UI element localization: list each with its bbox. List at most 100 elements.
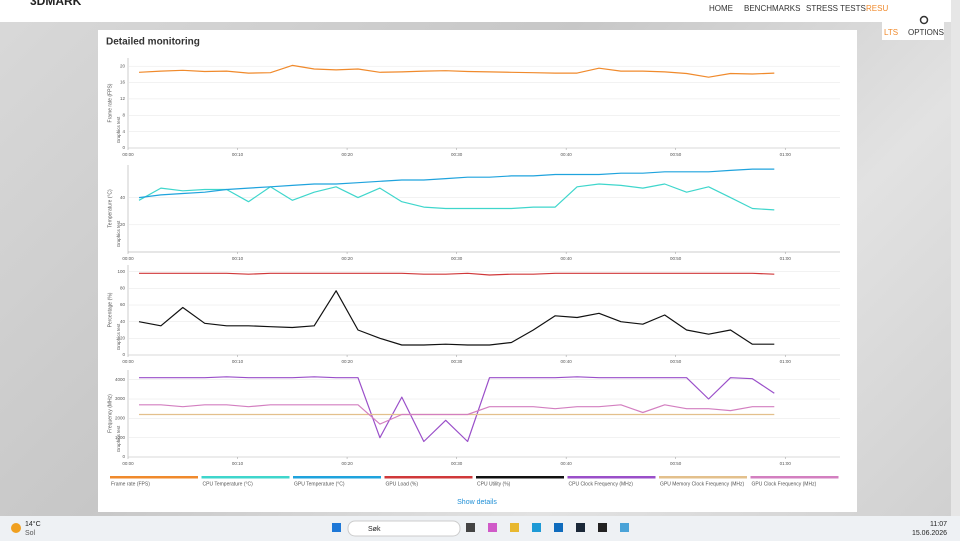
legend-label: CPU Temperature (°C)	[203, 481, 254, 487]
nav-benchmarks[interactable]: BENCHMARKS	[744, 4, 800, 13]
x-tick-label: 01:00	[780, 256, 792, 261]
app-icon[interactable]	[488, 523, 497, 532]
series-line	[138, 290, 775, 346]
legend-label: GPU Clock Frequency (MHz)	[752, 481, 817, 487]
clock-date[interactable]: 15.06.2026	[912, 530, 947, 537]
nav-results[interactable]: RESU	[866, 4, 888, 13]
legend-label: Frame rate (FPS)	[111, 481, 150, 487]
start-button[interactable]	[332, 523, 341, 532]
legend-swatch	[110, 476, 198, 479]
x-tick-label: 00:10	[232, 152, 244, 157]
legend-label: GPU Temperature (°C)	[294, 481, 345, 487]
logo[interactable]: 3DMARK	[30, 0, 82, 8]
clock-time[interactable]: 11:07	[930, 521, 947, 528]
nav-results-tail[interactable]: LTS	[884, 28, 898, 37]
gear-icon[interactable]	[919, 15, 929, 25]
x-tick-label: 00:20	[341, 256, 353, 261]
nav-home[interactable]: HOME	[709, 4, 733, 13]
x-tick-label: 00:30	[451, 359, 463, 364]
app-icon[interactable]	[532, 523, 541, 532]
series-line	[139, 376, 775, 443]
y-tick-label: 4	[122, 129, 125, 134]
x-tick-label: 00:40	[561, 461, 573, 466]
app-icon[interactable]	[576, 523, 585, 532]
x-tick-label: 00:30	[451, 152, 463, 157]
legend-label: CPU Utility (%)	[477, 481, 511, 487]
legend-label: CPU Clock Frequency (MHz)	[569, 481, 634, 487]
app-icon[interactable]	[510, 523, 519, 532]
y-tick-label: 60	[120, 302, 126, 307]
series-line	[138, 183, 775, 211]
y-tick-label: 8	[122, 112, 125, 117]
y-tick-label: 16	[120, 80, 126, 85]
series-line	[138, 64, 775, 78]
legend-swatch	[293, 476, 381, 479]
y-axis-label: Frame rate (FPS)	[107, 83, 113, 122]
legend-swatch	[567, 476, 656, 479]
nav-options[interactable]: OPTIONS	[908, 28, 944, 37]
y-axis-label: Percentage (%)	[107, 292, 113, 327]
scrollbar[interactable]	[951, 0, 960, 516]
x-tick-label: 00:10	[232, 256, 244, 261]
y-axis-label: Temperature (°C)	[107, 189, 113, 228]
y-tick-label: 12	[120, 96, 126, 101]
show-details[interactable]: Show details	[457, 499, 497, 506]
y-tick-label: 80	[120, 286, 126, 291]
x-tick-label: 00:50	[670, 461, 682, 466]
legend-swatch	[384, 476, 473, 479]
app-icon[interactable]	[620, 523, 629, 532]
app-icon[interactable]	[466, 523, 475, 532]
series-line	[138, 168, 775, 199]
annotation: Graphics test	[116, 220, 121, 247]
x-tick-label: 00:20	[341, 152, 353, 157]
y-tick-label: 0	[122, 352, 125, 357]
options-box	[882, 12, 944, 40]
y-tick-label: 0	[122, 454, 125, 459]
panel-title: Detailed monitoring	[106, 37, 200, 48]
x-tick-label: 00:20	[341, 359, 353, 364]
x-tick-label: 00:30	[451, 461, 463, 466]
x-tick-label: 00:50	[670, 359, 682, 364]
x-tick-label: 00:00	[122, 461, 134, 466]
search-box[interactable]	[347, 520, 461, 537]
y-tick-label: 4000	[115, 377, 126, 382]
nav-stress-tests[interactable]: STRESS TESTS	[806, 4, 866, 13]
x-tick-label: 00:20	[341, 461, 353, 466]
y-tick-label: 100	[117, 269, 125, 274]
x-tick-label: 00:10	[232, 461, 244, 466]
weather-temp[interactable]: 14°C	[25, 520, 41, 528]
weather-icon[interactable]	[11, 523, 21, 533]
x-tick-label: 00:50	[670, 256, 682, 261]
x-tick-label: 01:00	[780, 359, 792, 364]
weather-desc[interactable]: Sol	[25, 530, 36, 537]
y-tick-label: 1000	[115, 435, 126, 440]
legend-swatch	[476, 476, 564, 479]
panel	[98, 30, 857, 512]
app-icon[interactable]	[554, 523, 563, 532]
legend-swatch	[201, 476, 290, 479]
y-tick-label: 20	[120, 63, 126, 68]
series-line	[139, 272, 775, 276]
top-nav	[0, 0, 960, 22]
x-tick-label: 01:00	[780, 152, 792, 157]
annotation: Graphics test	[116, 425, 121, 452]
legend-label: GPU Load (%)	[386, 481, 419, 487]
legend-swatch	[750, 476, 839, 479]
x-tick-label: 00:00	[122, 359, 134, 364]
x-tick-label: 00:40	[561, 359, 573, 364]
legend-label: GPU Memory Clock Frequency (MHz)	[660, 481, 745, 487]
y-tick-label: 0	[122, 145, 125, 150]
annotation: Graphics test	[116, 323, 121, 350]
y-axis-label: Frequency (MHz)	[107, 394, 113, 433]
app-icon[interactable]	[598, 523, 607, 532]
x-tick-label: 00:00	[122, 152, 134, 157]
search-text[interactable]: Søk	[368, 526, 381, 533]
annotation: Graphics test	[116, 116, 121, 143]
y-tick-label: 40	[120, 319, 126, 324]
y-tick-label: 20	[120, 336, 126, 341]
legend-swatch	[659, 476, 747, 479]
x-tick-label: 01:00	[780, 461, 792, 466]
x-tick-label: 00:30	[451, 256, 463, 261]
